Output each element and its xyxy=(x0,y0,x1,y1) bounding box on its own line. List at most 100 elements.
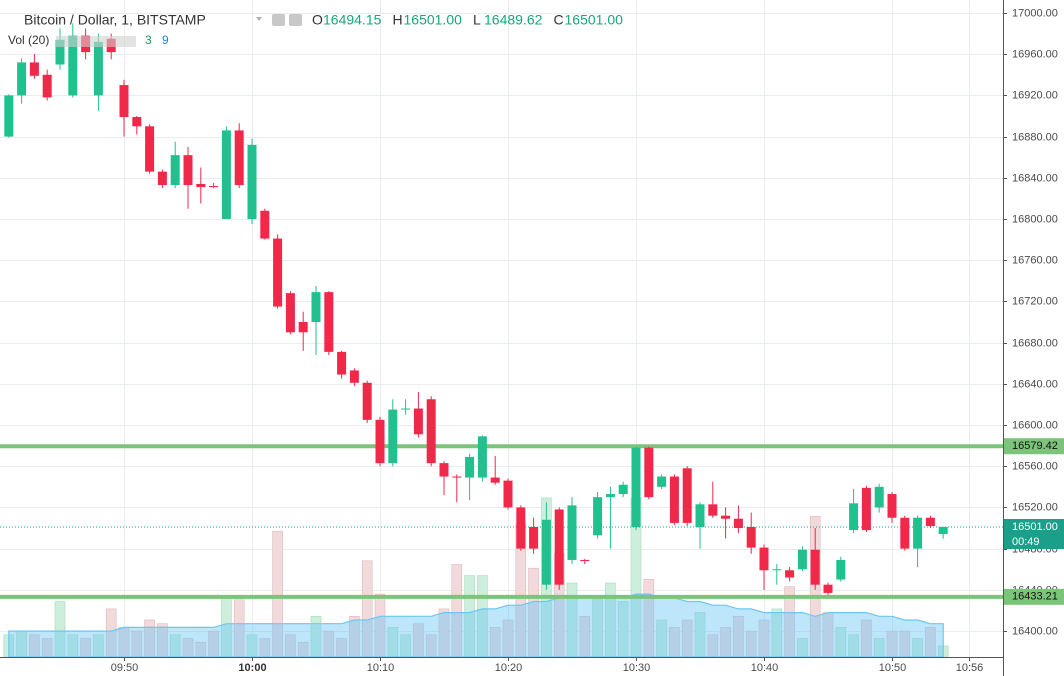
candle-body xyxy=(465,456,475,478)
level-label-bg xyxy=(1004,438,1064,455)
x-tick-label: 10:56 xyxy=(956,662,984,674)
candle-body xyxy=(925,517,935,526)
candle-body xyxy=(861,487,871,531)
candle-body xyxy=(362,382,372,420)
candle-body xyxy=(93,41,103,96)
candle-body xyxy=(490,477,500,483)
candle-body xyxy=(55,39,65,65)
candle-body xyxy=(580,559,590,561)
ohlc-key: L xyxy=(473,12,481,28)
y-tick-label: 16720.00 xyxy=(1012,295,1058,307)
candle-body xyxy=(17,62,27,96)
x-tick-label: 10:20 xyxy=(495,662,523,674)
y-tick-label: 16760.00 xyxy=(1012,254,1058,266)
candle-body xyxy=(132,117,142,127)
y-tick-label: 16800.00 xyxy=(1012,213,1058,225)
candles xyxy=(4,23,948,595)
x-tick-label: 10:50 xyxy=(879,662,907,674)
level-label: 16433.21 xyxy=(1012,591,1058,603)
candle-body xyxy=(234,130,244,186)
candle-body xyxy=(145,126,155,172)
candle-body xyxy=(298,322,308,333)
y-tick-label: 16840.00 xyxy=(1012,172,1058,184)
candle-body xyxy=(401,408,411,410)
y-tick-label: 16680.00 xyxy=(1012,337,1058,349)
candle-body xyxy=(349,370,359,383)
ohlc-value: 16494.15 xyxy=(323,12,382,28)
candle-body xyxy=(183,155,193,186)
levels xyxy=(0,444,1003,599)
candle-body xyxy=(733,518,743,529)
candle-body xyxy=(439,463,449,477)
candle-body xyxy=(554,509,564,585)
y-tick-label: 16960.00 xyxy=(1012,48,1058,60)
candle-body xyxy=(157,171,167,186)
volume-value: 3 xyxy=(145,33,152,47)
price-labels: 16579.42 16433.21 16501.00 00:49 xyxy=(1004,438,1064,605)
candle-body xyxy=(503,480,513,508)
candle-body xyxy=(247,144,257,219)
eye-icon[interactable] xyxy=(272,14,285,26)
candle-body xyxy=(913,517,923,549)
candle-body xyxy=(260,210,270,239)
candle-body xyxy=(785,570,795,578)
y-tick-label: 16400.00 xyxy=(1012,625,1058,637)
volume-ma-area xyxy=(8,593,944,658)
candle-body xyxy=(170,155,180,186)
candle-body xyxy=(426,399,436,464)
candle-body xyxy=(196,183,206,188)
candle-body xyxy=(887,494,897,518)
candle-body xyxy=(605,494,615,498)
y-tick-label: 16600.00 xyxy=(1012,419,1058,431)
candle-body xyxy=(337,351,347,375)
settings-icon[interactable] xyxy=(289,14,302,26)
candle-body xyxy=(324,292,334,352)
candle-body xyxy=(900,517,910,549)
candle-body xyxy=(4,95,14,137)
candle-body xyxy=(593,497,603,536)
candle-body xyxy=(516,507,526,549)
last-price-bg xyxy=(1004,519,1064,550)
candle-body xyxy=(810,549,820,585)
candle-body xyxy=(772,569,782,571)
level-label-bg xyxy=(1004,588,1064,605)
volume-ma-value: 9 xyxy=(162,33,169,47)
ohlc-value: 16489.62 xyxy=(484,12,543,28)
candle-body xyxy=(42,74,52,98)
x-tick-label: 10:10 xyxy=(367,662,395,674)
candle-body xyxy=(29,62,39,76)
candle-body xyxy=(413,408,423,435)
ohlc-value: 16501.00 xyxy=(565,12,624,28)
ohlc-header: O 16494.15 H 16501.00 L 16489.62 C 16501.00 xyxy=(312,12,623,28)
candle-body xyxy=(529,527,539,549)
candle-body xyxy=(721,515,731,519)
candle-body xyxy=(477,436,487,478)
candle-body xyxy=(874,486,884,508)
candle-body xyxy=(209,186,219,188)
candle-body xyxy=(375,419,385,464)
ohlc-key: O xyxy=(312,12,323,28)
y-tick-label: 16880.00 xyxy=(1012,131,1058,143)
candle-body xyxy=(452,476,462,478)
candle-body xyxy=(644,447,654,498)
volume-label: Vol (20) xyxy=(8,33,49,47)
grid xyxy=(0,0,1003,657)
candle-body xyxy=(849,503,859,531)
candle-body xyxy=(938,527,948,535)
level-label: 16579.42 xyxy=(1012,440,1058,452)
candle-body xyxy=(669,476,679,523)
volume-icons[interactable] xyxy=(56,36,136,47)
candle-body xyxy=(836,559,846,580)
x-tick-label: 09:50 xyxy=(111,662,139,674)
candle-body xyxy=(285,293,295,333)
candle-body xyxy=(695,504,705,528)
menu-arrow xyxy=(256,17,262,21)
ohlc-key: H xyxy=(393,12,403,28)
candle-body xyxy=(311,292,321,323)
candle-body xyxy=(618,484,628,495)
candle-body xyxy=(759,547,769,571)
axes: 16400.0016440.0016480.0016520.0016560.00… xyxy=(111,7,1058,674)
candle-body xyxy=(823,584,833,593)
y-tick-label: 17000.00 xyxy=(1012,7,1058,19)
